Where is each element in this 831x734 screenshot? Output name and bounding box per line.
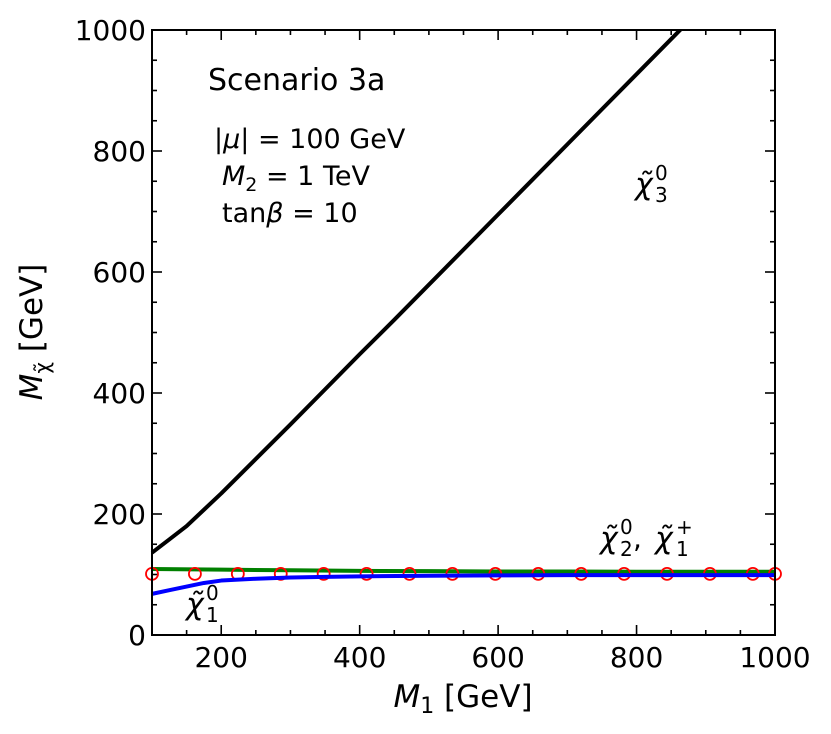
svg-text:0: 0 <box>655 161 668 185</box>
x-tick-label: 1000 <box>739 641 810 674</box>
tanbeta-label: tanβ = 10 <box>222 198 358 229</box>
svg-text:2: 2 <box>620 537 633 561</box>
series-chi2_0 <box>151 567 775 574</box>
y-tick-label: 0 <box>128 619 146 652</box>
marker-chi1_plus <box>359 566 374 581</box>
marker-chi1_plus <box>188 566 202 581</box>
svg-text:,: , <box>633 522 642 555</box>
svg-text:3: 3 <box>655 183 668 207</box>
x-axis-label: M1 [GeV] <box>393 679 532 719</box>
x-tick-label: 400 <box>333 641 386 674</box>
chi3-label: χ̃ 0 3 <box>633 161 668 207</box>
series-chi1_0 <box>151 573 775 596</box>
svg-text:χ̃: χ̃ <box>598 521 619 556</box>
svg-text:χ̃: χ̃ <box>653 521 674 556</box>
svg-text:+: + <box>676 515 693 539</box>
series-chi3_0 <box>150 30 683 555</box>
y-tick-label: 600 <box>93 256 146 289</box>
y-tick-label: 800 <box>93 135 146 168</box>
x-tick-label: 200 <box>194 641 247 674</box>
svg-text:0: 0 <box>620 515 633 539</box>
marker-chi1_plus <box>316 566 331 581</box>
y-tick-label: 200 <box>93 498 146 531</box>
x-tick-label: 800 <box>610 641 663 674</box>
scenario-label: Scenario 3a <box>208 63 385 98</box>
svg-text:0: 0 <box>206 581 219 605</box>
y-tick-label: 400 <box>93 377 146 410</box>
y-axis-label: Mχ̃ [GeV] <box>14 264 54 401</box>
svg-text:χ̃: χ̃ <box>633 167 654 202</box>
y-tick-label: 1000 <box>75 14 146 47</box>
svg-text:1: 1 <box>676 537 689 561</box>
marker-chi1_plus <box>273 566 288 581</box>
m2-label: M2 = 1 TeV <box>222 161 370 196</box>
x-tick-label: 600 <box>471 641 524 674</box>
svg-text:χ̃: χ̃ <box>184 587 205 622</box>
plot-frame <box>151 29 776 636</box>
mu-label: |μ| = 100 GeV <box>214 124 406 155</box>
chi1-label: χ̃ 0 1 <box>184 581 219 627</box>
svg-text:1: 1 <box>206 603 219 627</box>
chi2-chi1plus-label: χ̃ 0 2 , χ̃ + 1 <box>598 515 693 561</box>
